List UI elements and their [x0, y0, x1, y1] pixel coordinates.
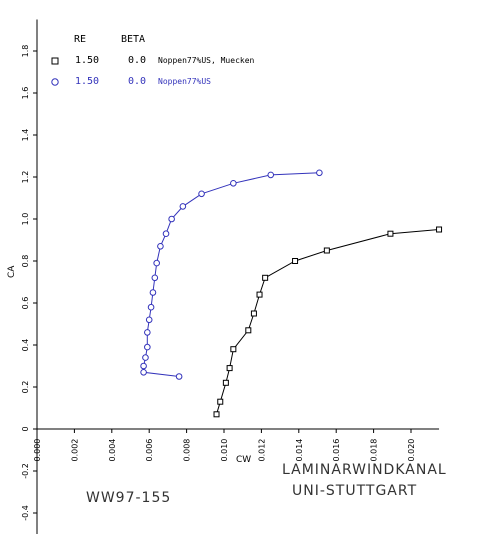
data-point	[147, 303, 155, 311]
y-tick-label: 0.2	[21, 381, 30, 394]
legend-header-beta: BETA	[121, 34, 145, 45]
data-point	[140, 362, 147, 370]
data-point	[230, 180, 237, 187]
data-point	[256, 291, 263, 298]
x-tick-label: 0.018	[370, 439, 379, 462]
legend-beta-1: 0.0	[128, 55, 146, 66]
y-tick-label: 1.8	[21, 45, 30, 58]
y-tick-label: 1.4	[21, 129, 30, 142]
data-point	[179, 203, 187, 210]
legend-marker-square	[51, 57, 59, 65]
series-layer	[140, 169, 443, 418]
data-point	[157, 243, 164, 250]
data-point	[153, 259, 160, 267]
x-tick-label: 0.000	[33, 439, 42, 462]
lab-name-line1: LAMINARWINDKANAL	[282, 462, 447, 478]
data-point	[230, 346, 237, 353]
legend-marker-circle	[51, 78, 59, 86]
axes: 0.000 0.002 0.004 0.006 0.008 0.010 0.012 0.014…	[21, 19, 440, 534]
y-tick-label: 0.6	[21, 297, 30, 310]
data-point	[145, 316, 153, 324]
legend-re-1: 1.50	[75, 55, 99, 66]
y-tick-label: 1.2	[21, 171, 30, 184]
y-tick-label: 1.6	[21, 87, 30, 100]
x-tick-label: 0.008	[183, 439, 192, 462]
data-point	[262, 274, 269, 281]
y-tick-label: 1.0	[21, 213, 30, 226]
data-point	[198, 190, 205, 198]
data-point	[316, 169, 323, 177]
data-point	[168, 215, 175, 223]
data-point	[387, 230, 394, 237]
x-tick-label: 0.010	[220, 439, 229, 462]
legend: RE BETA 1.50 0.0 Noppen77%US, Muecken 1.…	[51, 34, 255, 87]
x-tick-label: 0.004	[108, 439, 117, 462]
x-tick-label: 0.002	[70, 439, 79, 462]
data-point	[436, 226, 443, 233]
data-point	[142, 354, 149, 361]
lab-name-line2: UNI-STUTTGART	[292, 483, 417, 499]
y-tick-label: 0.4	[21, 339, 30, 352]
data-point	[323, 247, 330, 254]
airfoil-name: WW97-155	[86, 490, 171, 506]
x-tick-label: 0.012	[257, 439, 266, 462]
x-tick-label: 0.014	[295, 439, 304, 462]
legend-header-re: RE	[74, 34, 86, 45]
series-1	[213, 226, 443, 418]
data-point	[144, 343, 151, 351]
y-tick-label: 0.8	[21, 255, 30, 268]
data-point	[292, 258, 299, 264]
y-axis-title: CA	[7, 265, 17, 278]
legend-re-2: 1.50	[75, 76, 99, 87]
data-point	[144, 329, 151, 336]
series-line	[143, 172, 320, 377]
series-2	[140, 169, 323, 380]
x-axis-title: CW	[236, 455, 251, 465]
data-point	[222, 379, 229, 386]
legend-name-1: Noppen77%US, Muecken	[158, 56, 255, 65]
data-point	[226, 365, 233, 372]
legend-name-2: Noppen77%US	[158, 77, 211, 86]
x-tick-label: 0.020	[407, 439, 416, 462]
data-point	[151, 274, 159, 282]
data-point	[149, 289, 157, 296]
data-point	[162, 230, 170, 237]
data-point	[217, 398, 224, 405]
data-point	[250, 310, 257, 317]
legend-beta-2: 0.0	[128, 76, 146, 87]
x-tick-label: 0.006	[145, 439, 154, 462]
data-point	[140, 369, 147, 376]
x-tick-label: 0.016	[332, 439, 341, 462]
data-point	[213, 411, 220, 418]
data-point	[175, 373, 183, 380]
y-tick-label: 0	[21, 426, 30, 431]
data-point	[267, 171, 275, 179]
y-tick-label: -0.2	[21, 463, 30, 479]
series-line	[216, 229, 440, 415]
y-tick-label: -0.4	[21, 505, 30, 521]
data-point	[245, 327, 252, 334]
